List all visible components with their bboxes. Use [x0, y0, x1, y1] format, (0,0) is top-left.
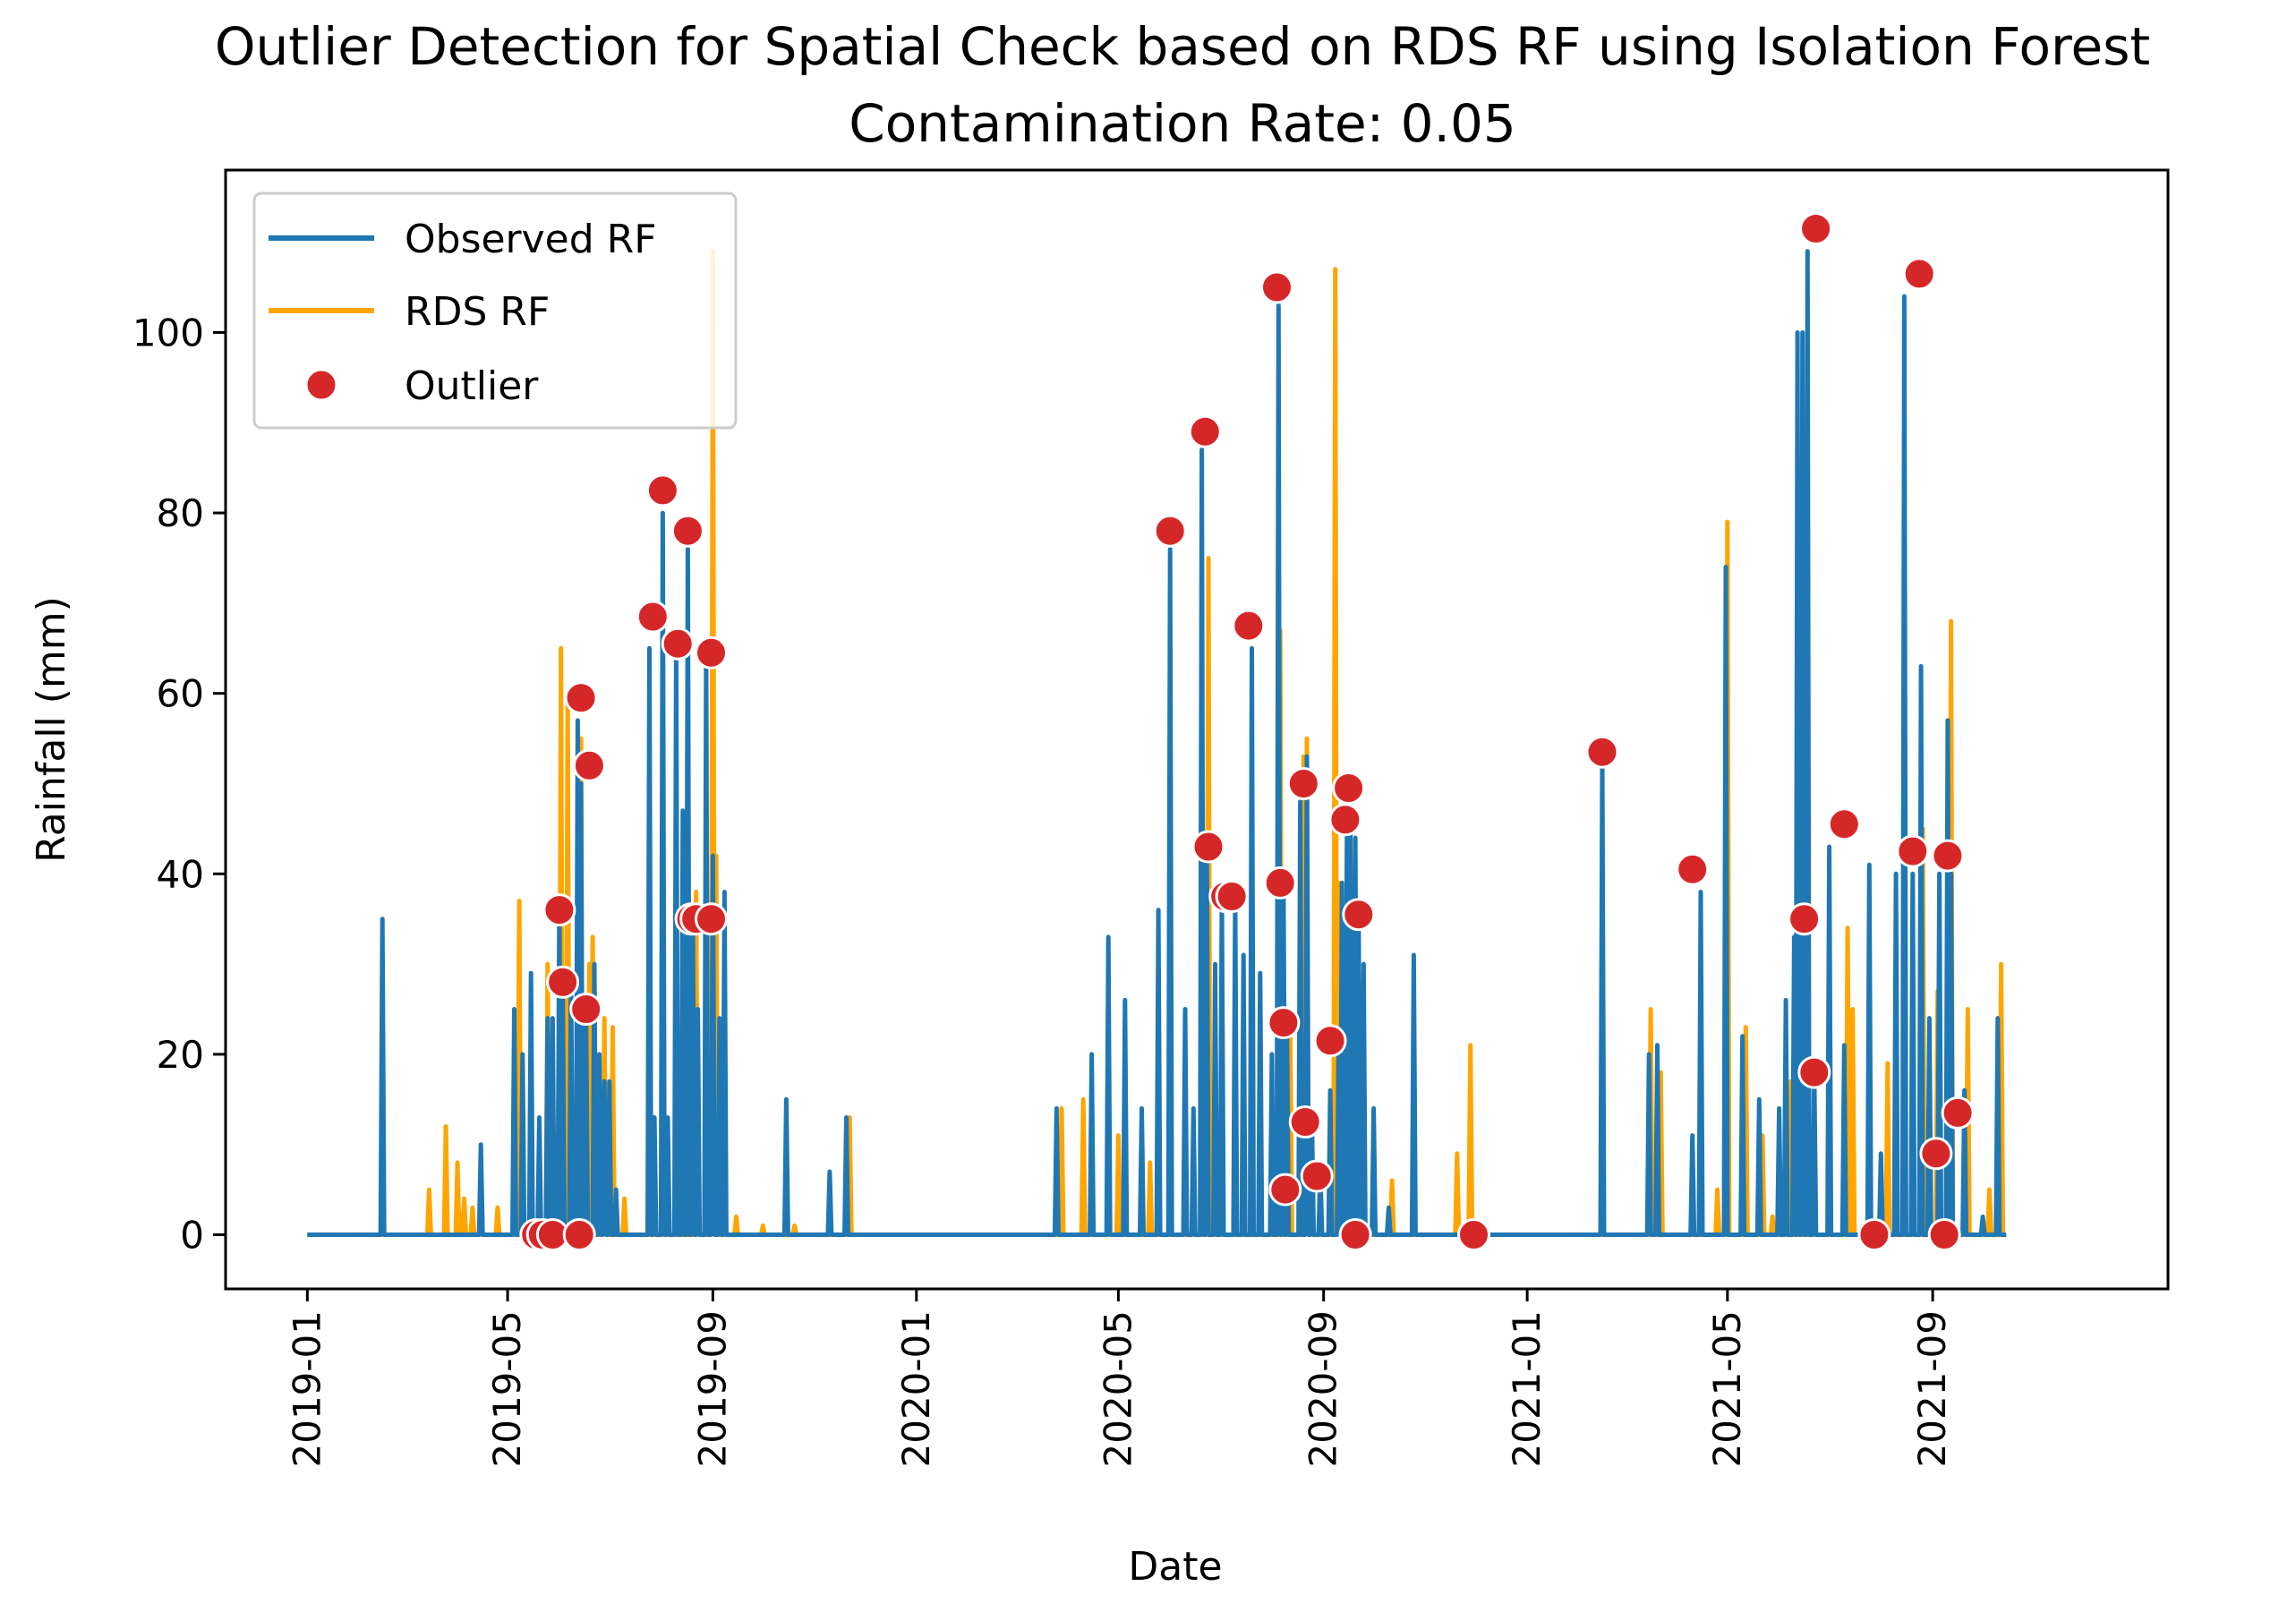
outlier-point — [695, 902, 728, 936]
outlier-point — [1676, 852, 1710, 886]
outlier-point — [1191, 830, 1225, 864]
outlier-point — [1827, 807, 1861, 841]
x-tick-label: 2020-01 — [894, 1310, 938, 1468]
outlier-point — [1857, 1218, 1891, 1251]
x-tick-label: 2020-05 — [1096, 1310, 1139, 1468]
outlier-point — [1342, 898, 1376, 932]
outlier-point — [1457, 1218, 1490, 1251]
outlier-point — [1902, 257, 1936, 291]
y-tick-label: 80 — [157, 491, 204, 535]
outlier-layer — [519, 212, 1975, 1251]
y-tick-label: 40 — [157, 852, 204, 896]
outlier-point — [1328, 803, 1362, 837]
outlier-point — [1153, 514, 1187, 548]
chart-subtitle: Contamination Rate: 0.05 — [849, 93, 1516, 154]
outlier-point — [1286, 767, 1320, 800]
x-tick-label: 2021-09 — [1910, 1310, 1954, 1468]
outlier-point — [1919, 1137, 1953, 1171]
outlier-point — [645, 473, 679, 507]
outlier-point — [1585, 735, 1619, 769]
legend: Observed RF RDS RF Outlier — [252, 192, 738, 430]
outlier-point — [1268, 1173, 1302, 1207]
x-tick-label: 2019-05 — [485, 1310, 529, 1468]
outlier-point — [1267, 1006, 1301, 1040]
outlier-point — [1313, 1024, 1347, 1058]
chart-title: Outlier Detection for Spatial Check base… — [215, 16, 2150, 77]
legend-outlier-marker — [304, 368, 338, 402]
outlier-point — [1215, 880, 1249, 913]
outlier-point — [562, 1218, 596, 1251]
outlier-point — [1263, 866, 1297, 900]
y-axis: 0 20 40 60 80 100 — [132, 311, 226, 1258]
outlier-point — [1927, 1218, 1961, 1251]
legend-frame — [252, 192, 738, 430]
plot-area-frame — [224, 168, 2170, 1291]
x-tick-label: 2021-05 — [1705, 1310, 1749, 1468]
outlier-point — [1300, 1159, 1334, 1193]
outlier-point — [1799, 212, 1833, 245]
outlier-point — [1232, 609, 1266, 643]
outlier-point — [564, 681, 598, 715]
legend-rds-label: RDS RF — [405, 289, 550, 335]
outlier-point — [1288, 1105, 1322, 1139]
outlier-point — [670, 514, 704, 548]
outlier-point — [546, 965, 580, 999]
legend-observed-label: Observed RF — [405, 217, 657, 262]
outlier-point — [569, 993, 603, 1026]
outlier-point — [1332, 772, 1366, 805]
outlier-point — [572, 748, 606, 782]
outlier-point — [1338, 1218, 1372, 1251]
outlier-point — [1260, 270, 1293, 304]
outlier-point — [542, 893, 576, 927]
x-tick-label: 2020-09 — [1302, 1310, 1345, 1468]
legend-outlier-label: Outlier — [405, 363, 539, 409]
outlier-point — [1941, 1096, 1975, 1130]
x-tick-label: 2019-09 — [690, 1310, 734, 1468]
y-axis-label: Rainfall (mm) — [29, 596, 74, 863]
x-tick-label: 2019-01 — [285, 1310, 329, 1468]
y-tick-label: 0 — [180, 1214, 204, 1258]
x-tick-label: 2021-01 — [1505, 1310, 1549, 1468]
outlier-point — [1896, 834, 1930, 868]
y-tick-label: 20 — [157, 1033, 204, 1077]
y-tick-label: 100 — [132, 311, 204, 354]
outlier-point — [695, 635, 728, 670]
outlier-point — [636, 600, 670, 634]
x-axis: 2019-01 2019-05 2019-09 2020-01 2020-05 2020-… — [285, 1289, 1954, 1468]
outlier-point — [1797, 1055, 1831, 1089]
outlier-point — [1188, 414, 1222, 448]
outlier-point — [1788, 902, 1822, 936]
outlier-point — [661, 627, 695, 661]
y-tick-label: 60 — [157, 672, 204, 716]
x-axis-label: Date — [1128, 1544, 1222, 1590]
outlier-point — [1931, 839, 1965, 873]
